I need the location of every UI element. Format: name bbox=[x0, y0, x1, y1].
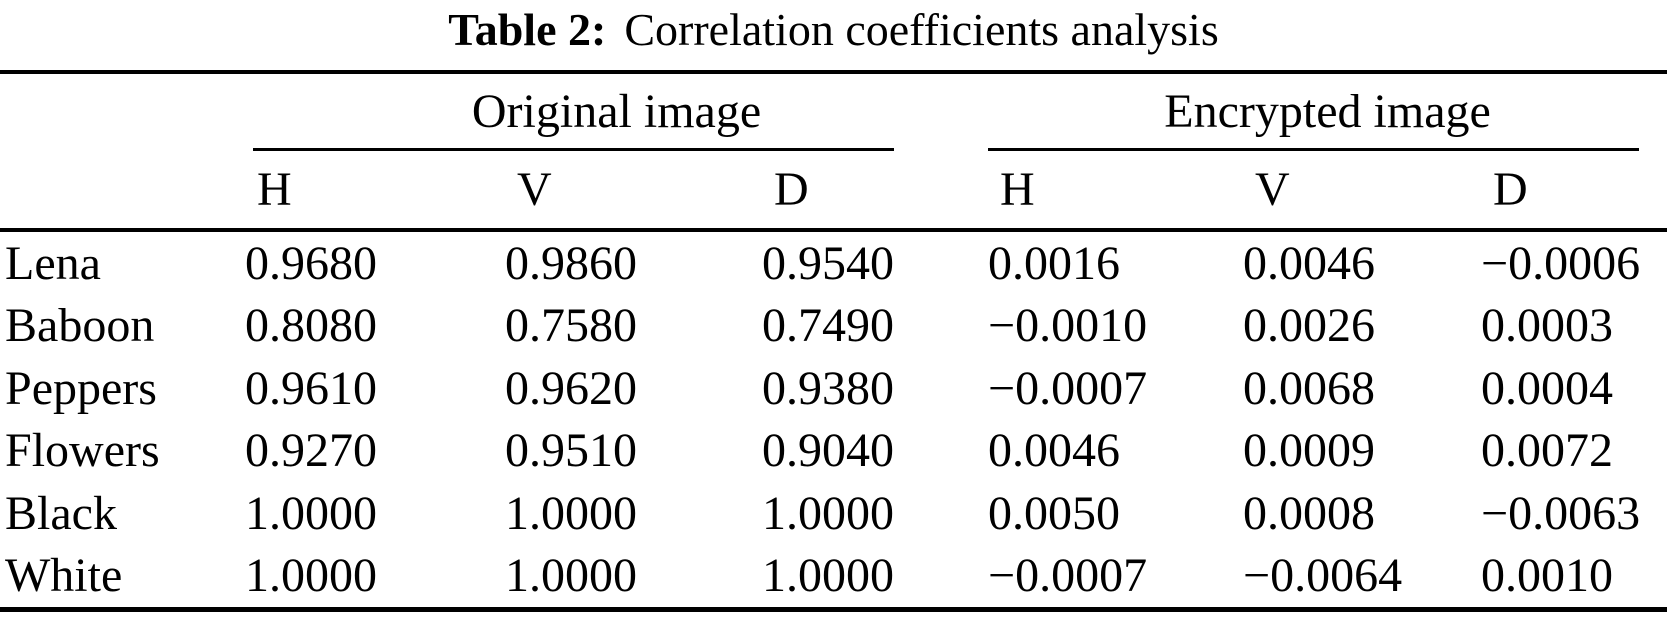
group-header-original: Original image bbox=[471, 84, 762, 138]
table-cell: 0.9620 bbox=[505, 361, 637, 415]
row-label: Lena bbox=[5, 236, 101, 290]
table-row-peppers: Peppers 0.9610 0.9620 0.9380 −0.0007 0.0… bbox=[0, 357, 1667, 420]
table-cell: 1.0000 bbox=[505, 486, 637, 540]
table-cell: 0.9380 bbox=[762, 361, 894, 415]
table-cell: 0.9040 bbox=[762, 424, 894, 478]
table-row-lena: Lena 0.9680 0.9860 0.9540 0.0016 0.0046 … bbox=[0, 230, 1667, 295]
table-cell: 0.0010 bbox=[1481, 549, 1614, 603]
correlation-coefficients-table: Original image Encrypted image H V D H V… bbox=[0, 70, 1667, 612]
table-cell: 1.0000 bbox=[762, 549, 894, 603]
stub-header bbox=[0, 151, 245, 232]
table-cell: 0.0026 bbox=[1243, 299, 1376, 353]
table-cell: 0.9540 bbox=[762, 236, 894, 290]
row-label: Baboon bbox=[5, 299, 155, 353]
group-underline-row bbox=[0, 148, 1667, 151]
table-cell: 0.9270 bbox=[245, 424, 377, 478]
corner-cell bbox=[0, 72, 245, 148]
row-label: White bbox=[5, 549, 123, 603]
table-cell: 0.9510 bbox=[505, 424, 637, 478]
table-cell: 0.9680 bbox=[245, 236, 377, 290]
row-label: Peppers bbox=[5, 361, 157, 415]
table-cell: 0.0046 bbox=[1243, 236, 1376, 290]
table-row-black: Black 1.0000 1.0000 1.0000 0.0050 0.0008… bbox=[0, 482, 1667, 545]
table-cell: −0.0007 bbox=[988, 361, 1148, 415]
table-cell: 1.0000 bbox=[505, 549, 637, 603]
table-cell: −0.0010 bbox=[988, 299, 1148, 353]
col-header-original-h: H bbox=[245, 151, 505, 232]
col-header-encrypted-d: D bbox=[1481, 151, 1667, 232]
table-cell: 0.0068 bbox=[1243, 361, 1376, 415]
table-cell: 0.0046 bbox=[988, 424, 1121, 478]
table-cell: 0.7490 bbox=[762, 299, 894, 353]
table-cell: 0.0050 bbox=[988, 486, 1121, 540]
table-row-baboon: Baboon 0.8080 0.7580 0.7490 −0.0010 0.00… bbox=[0, 295, 1667, 358]
table-caption-label: Table 2: bbox=[448, 4, 607, 55]
table-cell: 1.0000 bbox=[245, 549, 377, 603]
table-row-flowers: Flowers 0.9270 0.9510 0.9040 0.0046 0.00… bbox=[0, 420, 1667, 483]
col-header-encrypted-v: V bbox=[1243, 151, 1482, 232]
table-cell: 0.7580 bbox=[505, 299, 637, 353]
col-header-encrypted-h: H bbox=[988, 151, 1244, 232]
table-cell: −0.0006 bbox=[1481, 236, 1641, 290]
row-label: Black bbox=[5, 486, 117, 540]
encrypted-group-rule bbox=[988, 148, 1640, 151]
original-group-rule bbox=[253, 148, 895, 151]
col-header-original-v: V bbox=[505, 151, 762, 232]
encrypted-underline-cell bbox=[988, 148, 1667, 151]
table-cell: 0.0008 bbox=[1243, 486, 1376, 540]
table-cell: 0.0003 bbox=[1481, 299, 1614, 353]
table-cell: −0.0063 bbox=[1481, 486, 1641, 540]
table-cell: 0.9860 bbox=[505, 236, 637, 290]
table-cell: 1.0000 bbox=[245, 486, 377, 540]
table-cell: 0.9610 bbox=[245, 361, 377, 415]
table-cell: −0.0007 bbox=[988, 549, 1148, 603]
table-cell: 1.0000 bbox=[762, 486, 894, 540]
table-cell: −0.0064 bbox=[1243, 549, 1403, 603]
group-header-row: Original image Encrypted image bbox=[0, 72, 1667, 148]
table-caption-text: Correlation coefficients analysis bbox=[624, 4, 1219, 55]
table-cell: 0.0009 bbox=[1243, 424, 1376, 478]
sub-header-row: H V D H V D bbox=[0, 151, 1667, 232]
row-label: Flowers bbox=[5, 424, 160, 478]
table-cell: 0.0072 bbox=[1481, 424, 1614, 478]
col-header-original-d: D bbox=[762, 151, 989, 232]
table-cell: 0.0016 bbox=[988, 236, 1121, 290]
table-row-white: White 1.0000 1.0000 1.0000 −0.0007 −0.00… bbox=[0, 545, 1667, 610]
original-underline-cell bbox=[245, 148, 988, 151]
table-cell: 0.8080 bbox=[245, 299, 377, 353]
table-caption: Table 2: Correlation coefficients analysi… bbox=[0, 4, 1667, 56]
group-header-encrypted: Encrypted image bbox=[1164, 84, 1491, 138]
table-cell: 0.0004 bbox=[1481, 361, 1614, 415]
